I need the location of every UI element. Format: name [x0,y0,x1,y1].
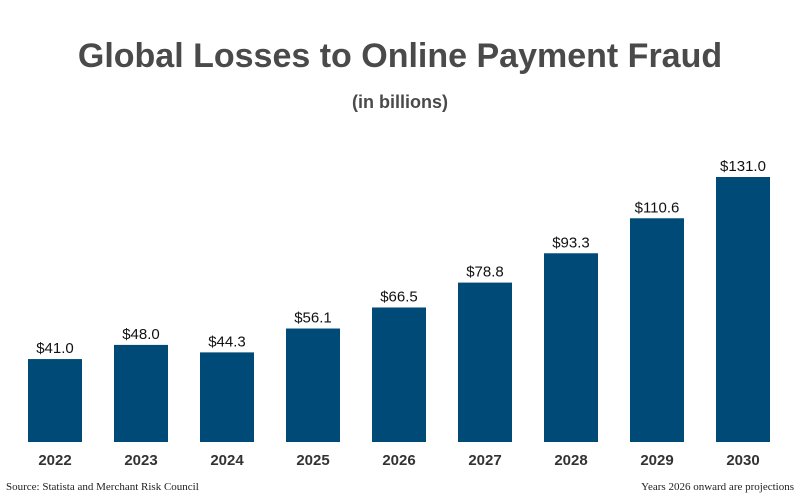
projection-note: Years 2026 onward are projections [641,481,794,493]
value-label-2027: $78.8 [466,264,504,281]
source-note: Source: Statista and Merchant Risk Counc… [6,481,199,493]
bar-2023 [114,344,168,442]
bar-2030 [716,177,770,442]
chart-title: Global Losses to Online Payment Fraud [77,37,723,75]
bar-2024 [200,352,254,442]
value-label-2029: $110.6 [635,199,680,216]
value-label-2022: $41.0 [36,340,74,357]
value-label-2028: $93.3 [552,234,590,251]
bar-2026 [372,307,426,442]
x-tick-label-2028: 2028 [554,452,587,469]
x-tick-label-2022: 2022 [38,452,71,469]
x-tick-label-2027: 2027 [468,452,501,469]
value-label-2025: $56.1 [294,310,332,327]
bar-2027 [458,282,512,442]
x-tick-label-2025: 2025 [296,452,329,469]
x-tick-label-2029: 2029 [640,452,673,469]
x-tick-label-2026: 2026 [382,452,415,469]
bar-2028 [544,253,598,442]
x-tick-label-2030: 2030 [726,452,759,469]
bar-2029 [630,218,684,442]
value-label-2023: $48.0 [122,326,160,343]
value-label-2030: $131.0 [720,158,766,175]
x-tick-label-2023: 2023 [124,452,157,469]
value-label-2026: $66.5 [380,288,418,305]
value-label-2024: $44.3 [208,333,246,350]
bar-2025 [286,328,340,442]
x-tick-label-2024: 2024 [210,452,244,469]
chart-subtitle: (in billions) [352,92,448,112]
bar-2022 [28,359,82,442]
